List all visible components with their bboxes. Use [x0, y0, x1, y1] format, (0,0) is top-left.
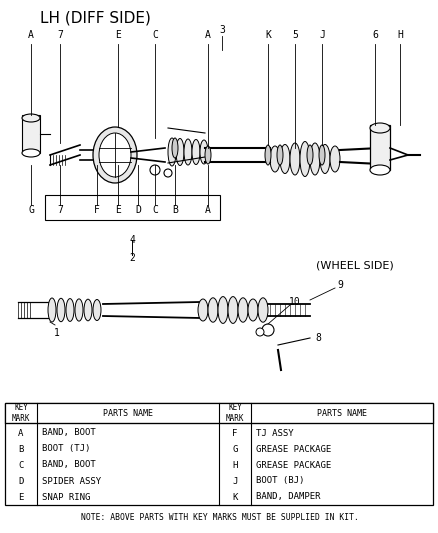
Text: BOOT (BJ): BOOT (BJ) [256, 477, 304, 486]
Text: TJ ASSY: TJ ASSY [256, 429, 293, 438]
Text: K: K [265, 30, 271, 40]
Bar [5, 403, 433, 423]
Ellipse shape [290, 143, 300, 175]
Text: 7: 7 [57, 205, 63, 215]
Text: PARTS NAME: PARTS NAME [103, 408, 153, 417]
Text: J: J [319, 30, 325, 40]
Text: E: E [115, 205, 121, 215]
Text: 5: 5 [292, 30, 298, 40]
Text: C: C [152, 30, 158, 40]
Text: (WHEEL SIDE): (WHEEL SIDE) [316, 260, 394, 270]
Text: BAND, BOOT: BAND, BOOT [42, 461, 96, 470]
Text: GREASE PACKAGE: GREASE PACKAGE [256, 445, 331, 454]
Ellipse shape [176, 139, 184, 166]
Ellipse shape [270, 146, 280, 172]
Text: A: A [205, 205, 211, 215]
Bar [22, 115, 40, 153]
Text: C: C [18, 461, 24, 470]
Text: 6: 6 [372, 30, 378, 40]
Text: LH (DIFF SIDE): LH (DIFF SIDE) [39, 11, 150, 26]
Text: A: A [205, 30, 211, 40]
Bar [370, 125, 390, 170]
Text: E: E [115, 30, 121, 40]
Ellipse shape [262, 324, 274, 336]
Text: SPIDER ASSY: SPIDER ASSY [42, 477, 101, 486]
Ellipse shape [150, 165, 160, 175]
Text: F: F [94, 205, 100, 215]
Text: PARTS NAME: PARTS NAME [317, 408, 367, 417]
Ellipse shape [208, 298, 218, 322]
Ellipse shape [370, 123, 390, 133]
Ellipse shape [172, 138, 178, 158]
Text: BOOT (TJ): BOOT (TJ) [42, 445, 90, 454]
Ellipse shape [280, 144, 290, 174]
Text: 1: 1 [54, 328, 60, 338]
Ellipse shape [200, 140, 208, 164]
Ellipse shape [370, 165, 390, 175]
Ellipse shape [22, 149, 40, 157]
Text: C: C [152, 205, 158, 215]
Ellipse shape [300, 141, 310, 176]
Text: BAND, DAMPER: BAND, DAMPER [256, 492, 321, 502]
Ellipse shape [93, 127, 137, 183]
Ellipse shape [248, 299, 258, 321]
Ellipse shape [265, 145, 271, 165]
Ellipse shape [319, 145, 325, 165]
Text: 9: 9 [337, 280, 343, 290]
Text: E: E [18, 492, 24, 502]
Ellipse shape [238, 298, 248, 322]
Text: SNAP RING: SNAP RING [42, 492, 90, 502]
Ellipse shape [320, 144, 330, 174]
Text: B: B [172, 205, 178, 215]
Ellipse shape [277, 145, 283, 165]
Ellipse shape [205, 146, 211, 164]
Text: B: B [18, 445, 24, 454]
Ellipse shape [184, 139, 192, 165]
Text: K: K [232, 492, 238, 502]
Ellipse shape [99, 133, 131, 177]
Bar [5, 403, 433, 505]
Ellipse shape [218, 296, 228, 324]
Ellipse shape [75, 299, 83, 321]
Ellipse shape [310, 143, 320, 175]
Text: KEY
MARK: KEY MARK [12, 403, 30, 423]
Text: 2: 2 [129, 253, 135, 263]
Ellipse shape [48, 298, 56, 322]
Ellipse shape [168, 138, 176, 166]
Text: GREASE PACKAGE: GREASE PACKAGE [256, 461, 331, 470]
Text: A: A [18, 429, 24, 438]
Ellipse shape [192, 140, 200, 165]
Text: 8: 8 [315, 333, 321, 343]
Text: D: D [135, 205, 141, 215]
Ellipse shape [164, 169, 172, 177]
Ellipse shape [256, 328, 264, 336]
Text: 10: 10 [289, 297, 301, 307]
Text: G: G [232, 445, 238, 454]
Ellipse shape [66, 298, 74, 321]
Ellipse shape [307, 145, 313, 165]
Ellipse shape [258, 298, 268, 322]
Ellipse shape [93, 300, 101, 320]
Text: G: G [28, 205, 34, 215]
Text: A: A [28, 30, 34, 40]
Text: NOTE: ABOVE PARTS WITH KEY MARKS MUST BE SUPPLIED IN KIT.: NOTE: ABOVE PARTS WITH KEY MARKS MUST BE… [81, 513, 359, 521]
Text: KEY
MARK: KEY MARK [226, 403, 244, 423]
Text: D: D [18, 477, 24, 486]
Ellipse shape [84, 299, 92, 321]
Ellipse shape [228, 296, 238, 324]
Text: 3: 3 [219, 25, 225, 35]
Text: 7: 7 [57, 30, 63, 40]
Text: 4: 4 [129, 235, 135, 245]
Ellipse shape [198, 299, 208, 321]
Text: F: F [232, 429, 238, 438]
Ellipse shape [22, 114, 40, 122]
Ellipse shape [57, 298, 65, 322]
Text: BAND, BOOT: BAND, BOOT [42, 429, 96, 438]
Bar [45, 195, 220, 220]
Text: J: J [232, 477, 238, 486]
Text: H: H [397, 30, 403, 40]
Ellipse shape [330, 146, 340, 172]
Text: H: H [232, 461, 238, 470]
